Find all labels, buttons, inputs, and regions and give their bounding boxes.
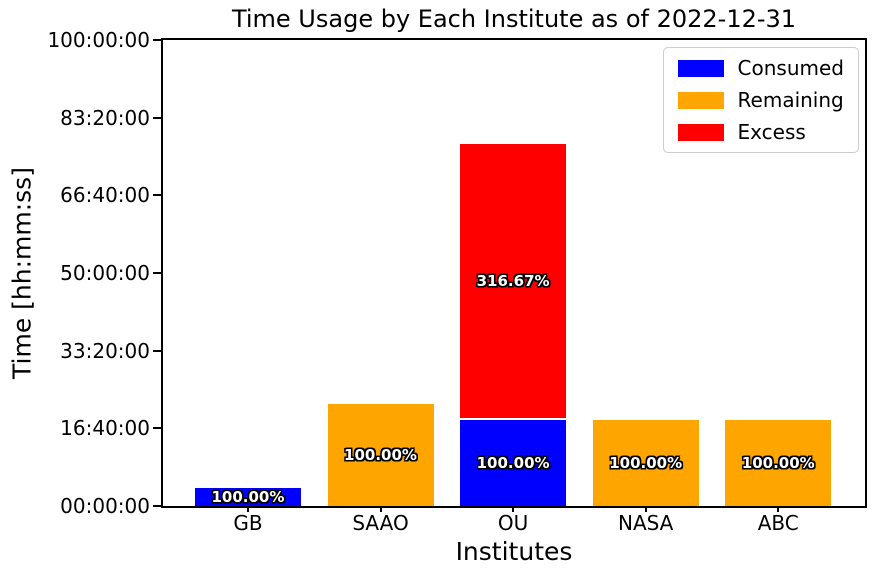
bar-value-label: 100.00% <box>211 488 285 507</box>
y-tick-mark <box>153 427 161 430</box>
y-tick-mark <box>153 505 161 507</box>
legend-item-consumed: Consumed <box>677 56 844 80</box>
x-tick-label: OU <box>497 511 529 535</box>
legend-label: Consumed <box>737 56 844 80</box>
bar-segment-consumed-ou: 100.00% <box>460 420 567 506</box>
bar-segment-remaining-abc: 100.00% <box>725 419 832 506</box>
x-tick-mark <box>379 506 382 512</box>
bar-segment-excess-ou: 316.67% <box>460 144 567 421</box>
y-tick-label: 83:20:00 <box>60 105 150 130</box>
x-tick-mark <box>644 506 647 512</box>
legend-swatch-excess <box>677 123 724 141</box>
bar-value-label: 100.00% <box>609 453 683 472</box>
y-tick-label: 66:40:00 <box>60 183 150 208</box>
x-tick-label: GB <box>233 511 263 535</box>
x-axis-label: Institutes <box>455 537 573 566</box>
bar-value-label: 100.00% <box>741 453 815 472</box>
bar-segment-remaining-saao: 100.00% <box>327 403 434 506</box>
y-tick-mark <box>153 116 161 119</box>
y-tick-mark <box>153 194 161 197</box>
legend-swatch-remaining <box>677 91 724 109</box>
y-tick-mark <box>153 39 161 41</box>
bar-value-label: 100.00% <box>344 445 417 464</box>
x-tick-mark <box>246 506 249 512</box>
chart-title: Time Usage by Each Institute as of 2022-… <box>231 5 797 33</box>
plot-area: 100.00% 100.00% 100.00% 316.67% 100.00% 100.0… <box>161 38 867 508</box>
x-tick-mark <box>512 506 515 512</box>
y-tick-label: 16:40:00 <box>60 416 150 441</box>
bar-value-label: 316.67% <box>476 272 550 291</box>
legend-swatch-consumed <box>677 59 724 77</box>
y-tick-mark <box>153 349 161 352</box>
x-tick-label: NASA <box>617 511 674 535</box>
legend-item-remaining: Remaining <box>677 88 844 112</box>
y-tick-label: 100:00:00 <box>47 28 150 52</box>
x-tick-label: SAAO <box>352 511 409 535</box>
legend-label: Remaining <box>737 88 844 112</box>
y-tick-label: 33:20:00 <box>60 338 150 363</box>
legend-label: Excess <box>737 120 806 144</box>
legend: Consumed Remaining Excess <box>662 47 859 153</box>
y-tick-label: 50:00:00 <box>60 261 150 285</box>
y-tick-label: 00:00:00 <box>60 494 150 518</box>
x-tick-label: ABC <box>757 511 799 535</box>
bar-segment-consumed-gb: 100.00% <box>194 488 301 507</box>
bar-segment-remaining-nasa: 100.00% <box>592 419 699 506</box>
bar-value-label: 100.00% <box>476 454 550 473</box>
x-tick-mark <box>777 506 780 512</box>
y-tick-mark <box>153 272 161 274</box>
legend-item-excess: Excess <box>677 120 844 144</box>
